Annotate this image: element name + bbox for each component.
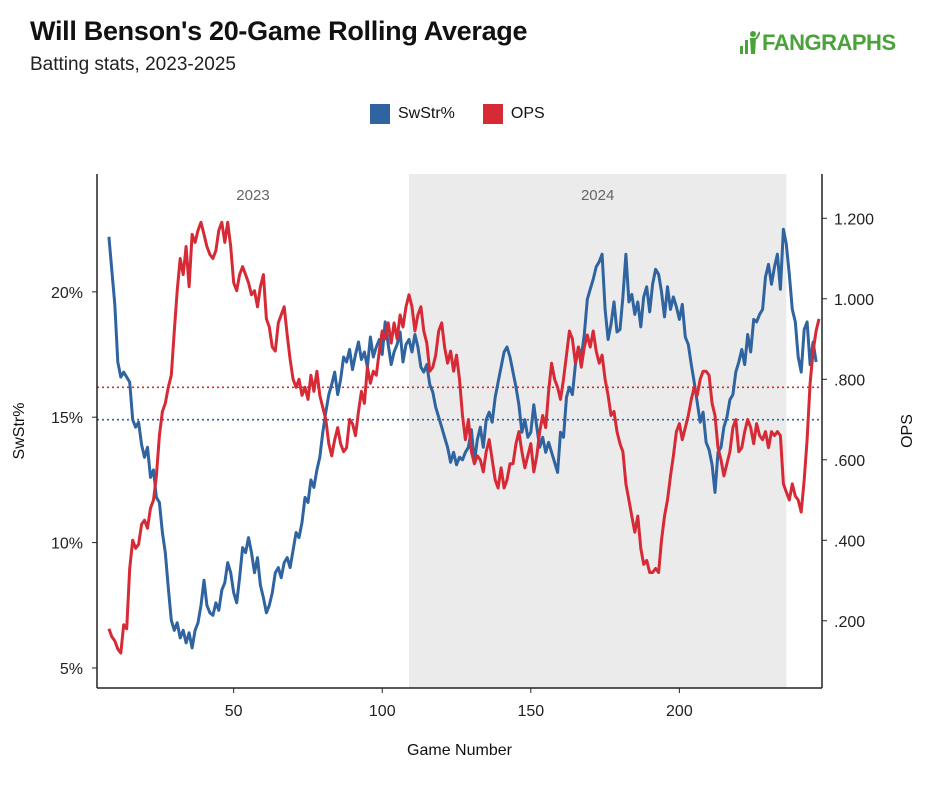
chart-legend: SwStr% OPS bbox=[370, 104, 545, 124]
x-tick-label: 100 bbox=[369, 703, 396, 720]
right-tick-label: 1.200 bbox=[834, 211, 874, 228]
fangraphs-logo: FANGRAPHS bbox=[738, 30, 896, 56]
left-axis-title: SwStr% bbox=[11, 403, 28, 460]
x-tick-label: 50 bbox=[225, 703, 243, 720]
series-lines bbox=[107, 220, 821, 655]
left-tick-label: 15% bbox=[51, 410, 83, 427]
chart-subtitle: Batting stats, 2023-2025 bbox=[30, 54, 236, 75]
right-tick-label: .400 bbox=[834, 533, 865, 550]
left-tick-label: 20% bbox=[51, 285, 83, 302]
left-tick-label: 5% bbox=[60, 661, 83, 678]
season-label-2024: 2024 bbox=[581, 187, 614, 204]
legend-label-ops: OPS bbox=[510, 105, 545, 122]
left-tick-label: 10% bbox=[51, 536, 83, 553]
x-tick-label: 150 bbox=[517, 703, 544, 720]
x-axis-title: Game Number bbox=[407, 742, 513, 759]
series-line-swstr bbox=[107, 227, 818, 650]
series-line-ops bbox=[107, 220, 821, 655]
legend-swatch-swstr bbox=[370, 104, 390, 124]
right-tick-label: .600 bbox=[834, 453, 865, 470]
legend-item-ops[interactable]: OPS bbox=[482, 104, 545, 124]
logo-text: FANGRAPHS bbox=[762, 30, 896, 55]
x-tick-label: 200 bbox=[666, 703, 693, 720]
right-tick-label: 1.000 bbox=[834, 292, 874, 309]
reference-lines bbox=[97, 386, 822, 421]
legend-item-swstr[interactable]: SwStr% bbox=[370, 104, 455, 124]
legend-swatch-ops bbox=[482, 104, 503, 124]
right-tick-label: .200 bbox=[834, 614, 865, 631]
right-axis-title: OPS bbox=[899, 414, 916, 448]
chart-title: Will Benson's 20-Game Rolling Average bbox=[30, 16, 528, 46]
right-tick-label: .800 bbox=[834, 372, 865, 389]
season-label-2023: 2023 bbox=[236, 187, 269, 204]
batter-silhouette-icon bbox=[740, 31, 760, 54]
chart-axes: 50 100 150 200 5% 10% 15% 20% .200 .400 .600 .800 1.… bbox=[11, 174, 916, 759]
legend-label-swstr: SwStr% bbox=[398, 105, 455, 122]
